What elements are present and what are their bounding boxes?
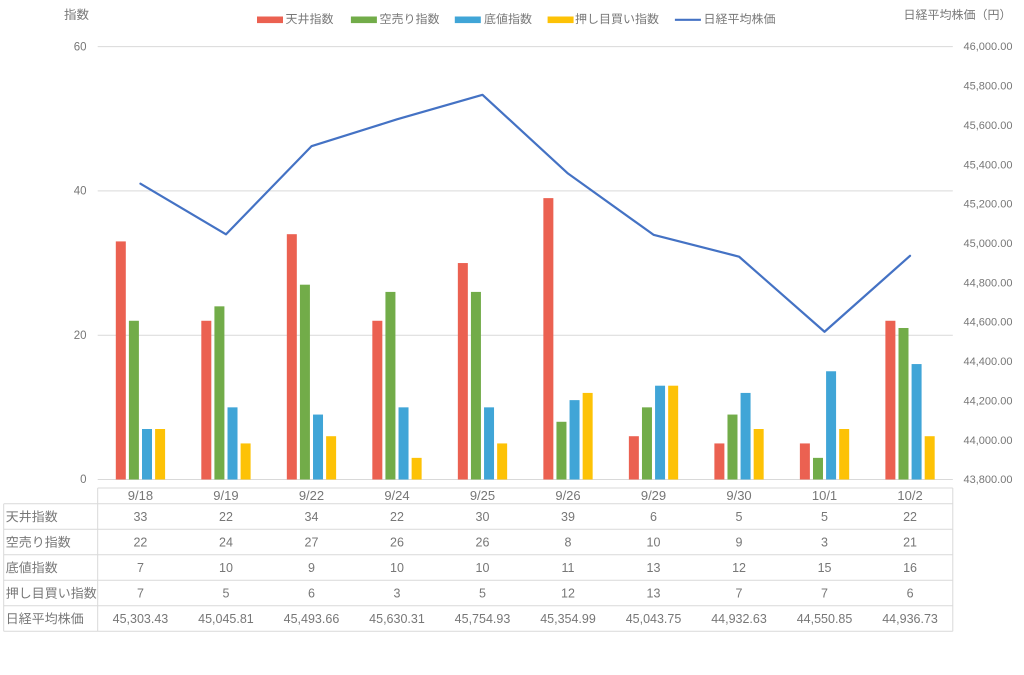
svg-text:45,354.99: 45,354.99 (540, 612, 596, 626)
svg-text:9/19: 9/19 (213, 488, 238, 503)
svg-text:22: 22 (219, 510, 233, 524)
svg-text:9/25: 9/25 (470, 488, 495, 503)
svg-text:9/18: 9/18 (128, 488, 153, 503)
svg-text:10/2: 10/2 (897, 488, 922, 503)
svg-text:26: 26 (476, 535, 490, 549)
svg-text:9/26: 9/26 (555, 488, 580, 503)
svg-text:8: 8 (565, 535, 572, 549)
svg-text:45,493.66: 45,493.66 (284, 612, 340, 626)
svg-text:3: 3 (821, 535, 828, 549)
svg-text:12: 12 (561, 586, 575, 600)
svg-text:5: 5 (736, 510, 743, 524)
svg-text:44,932.63: 44,932.63 (711, 612, 767, 626)
svg-text:9/22: 9/22 (299, 488, 324, 503)
svg-text:34: 34 (305, 510, 319, 524)
svg-text:7: 7 (137, 586, 144, 600)
svg-text:6: 6 (650, 510, 657, 524)
svg-text:10: 10 (390, 561, 404, 575)
svg-text:7: 7 (736, 586, 743, 600)
svg-text:22: 22 (903, 510, 917, 524)
svg-text:44,400.00: 44,400.00 (964, 356, 1013, 368)
svg-text:7: 7 (137, 561, 144, 575)
svg-text:9: 9 (736, 535, 743, 549)
svg-text:60: 60 (74, 41, 87, 53)
svg-text:22: 22 (390, 510, 404, 524)
svg-text:39: 39 (561, 510, 575, 524)
svg-text:13: 13 (647, 586, 661, 600)
svg-text:13: 13 (647, 561, 661, 575)
svg-text:0: 0 (80, 474, 86, 486)
svg-text:5: 5 (222, 586, 229, 600)
svg-text:20: 20 (74, 330, 87, 342)
svg-text:45,000.00: 45,000.00 (964, 238, 1013, 250)
svg-text:5: 5 (479, 586, 486, 600)
svg-text:10/1: 10/1 (812, 488, 837, 503)
svg-text:9/24: 9/24 (384, 488, 409, 503)
svg-text:10: 10 (219, 561, 233, 575)
svg-text:43,800.00: 43,800.00 (964, 474, 1013, 486)
svg-text:30: 30 (476, 510, 490, 524)
svg-text:45,303.43: 45,303.43 (113, 612, 169, 626)
svg-text:44,000.00: 44,000.00 (964, 435, 1013, 447)
svg-text:45,600.00: 45,600.00 (964, 120, 1013, 132)
svg-text:10: 10 (647, 535, 661, 549)
svg-text:45,045.81: 45,045.81 (198, 612, 254, 626)
svg-text:6: 6 (308, 586, 315, 600)
svg-text:27: 27 (305, 535, 319, 549)
svg-text:44,550.85: 44,550.85 (797, 612, 853, 626)
svg-text:10: 10 (476, 561, 490, 575)
svg-text:45,200.00: 45,200.00 (964, 199, 1013, 211)
svg-text:5: 5 (821, 510, 828, 524)
svg-text:24: 24 (219, 535, 233, 549)
svg-text:16: 16 (903, 561, 917, 575)
svg-text:46,000.00: 46,000.00 (964, 41, 1013, 53)
svg-text:45,800.00: 45,800.00 (964, 81, 1013, 93)
svg-text:45,754.93: 45,754.93 (455, 612, 511, 626)
svg-text:3: 3 (394, 586, 401, 600)
svg-text:45,400.00: 45,400.00 (964, 159, 1013, 171)
svg-text:15: 15 (818, 561, 832, 575)
svg-text:9: 9 (308, 561, 315, 575)
svg-text:6: 6 (907, 586, 914, 600)
svg-text:9/29: 9/29 (641, 488, 666, 503)
svg-text:44,600.00: 44,600.00 (964, 317, 1013, 329)
svg-text:40: 40 (74, 186, 87, 198)
svg-text:45,043.75: 45,043.75 (626, 612, 682, 626)
svg-text:44,800.00: 44,800.00 (964, 277, 1013, 289)
svg-text:9/30: 9/30 (726, 488, 751, 503)
svg-text:44,936.73: 44,936.73 (882, 612, 938, 626)
svg-text:22: 22 (133, 535, 147, 549)
svg-text:7: 7 (821, 586, 828, 600)
svg-text:21: 21 (903, 535, 917, 549)
svg-text:44,200.00: 44,200.00 (964, 395, 1013, 407)
svg-text:12: 12 (732, 561, 746, 575)
svg-text:11: 11 (562, 561, 575, 575)
svg-text:26: 26 (390, 535, 404, 549)
svg-text:33: 33 (133, 510, 147, 524)
svg-text:45,630.31: 45,630.31 (369, 612, 425, 626)
